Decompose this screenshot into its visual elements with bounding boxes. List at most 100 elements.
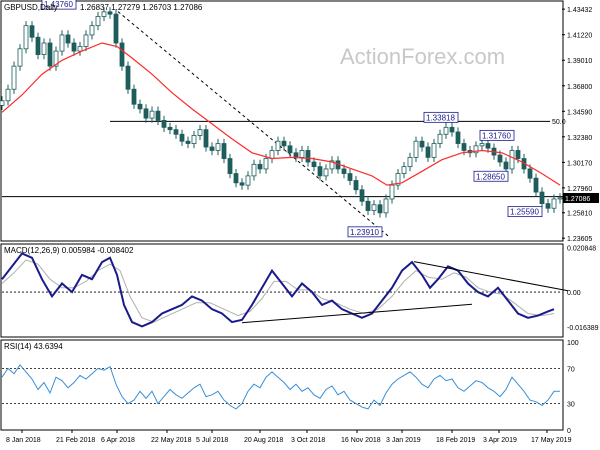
- rsi-panel-title: RSI(14) 43.6394: [4, 342, 63, 351]
- macd-ytick-label: 0.00: [567, 290, 581, 297]
- candle: [29, 25, 35, 38]
- macd-ytick-label: -0.016389: [567, 325, 599, 332]
- candle: [119, 42, 125, 67]
- price-annotation-box: [41, 0, 77, 10]
- current-price-label: 1.27086: [565, 196, 590, 203]
- price-panel-frame: [0, 0, 564, 242]
- watermark: ActionForex.com: [340, 44, 505, 69]
- candle: [293, 152, 299, 158]
- candle: [383, 198, 389, 214]
- candle: [419, 140, 425, 148]
- price-annotation-label: 1.43760: [44, 0, 73, 9]
- candle: [353, 180, 359, 191]
- candle: [341, 168, 347, 174]
- xtick-label: 17 May 2019: [531, 437, 572, 444]
- candle: [545, 203, 551, 209]
- candle: [41, 42, 47, 55]
- candle: [155, 110, 161, 121]
- candle: [101, 11, 107, 17]
- price-ytick-label: 1.27960: [567, 186, 592, 193]
- macd-layer: [1, 252, 569, 328]
- candle: [167, 126, 173, 131]
- candle: [251, 163, 257, 177]
- candle: [137, 103, 143, 110]
- candle: [221, 143, 227, 159]
- candle: [89, 25, 95, 36]
- macd-trendline: [241, 303, 473, 324]
- candle: [203, 129, 209, 148]
- price-ytick-label: 1.39010: [567, 58, 592, 65]
- price-annotation-box: [473, 170, 509, 182]
- candle: [143, 108, 149, 119]
- rsi-panel-frame: [0, 339, 564, 431]
- price-annotation-label: 1.23910: [350, 228, 379, 237]
- price-ytick-label: 1.25810: [567, 211, 592, 218]
- candle: [389, 184, 395, 200]
- candle: [323, 168, 329, 177]
- candle: [149, 110, 155, 119]
- candle: [539, 191, 545, 205]
- price-annotation-box: [479, 129, 515, 141]
- candle: [71, 42, 77, 52]
- candle: [197, 129, 203, 136]
- candle: [395, 173, 401, 186]
- candle: [503, 161, 509, 170]
- candle: [35, 36, 41, 55]
- rsi-ytick-label: 30: [567, 402, 575, 409]
- xtick-label: 3 Apr 2019: [483, 437, 517, 444]
- candle: [329, 160, 335, 170]
- candle: [281, 140, 287, 147]
- macd-panel-frame: [0, 243, 564, 338]
- candle: [47, 42, 53, 67]
- candle: [443, 126, 449, 135]
- candle: [311, 161, 317, 168]
- candle: [161, 120, 167, 128]
- candle: [515, 150, 521, 159]
- price-annotation-box: [347, 226, 383, 238]
- candle: [233, 173, 239, 184]
- candle: [485, 143, 491, 149]
- price-ytick-label: 1.43432: [567, 7, 592, 14]
- candle: [107, 11, 113, 15]
- candle: [131, 88, 137, 105]
- candle: [125, 65, 131, 90]
- price-ytick-label: 1.34590: [567, 109, 592, 116]
- candle: [287, 145, 293, 154]
- xtick-label: 18 Feb 2019: [436, 437, 475, 444]
- price-trendline: [117, 11, 389, 237]
- xtick-label: 21 Feb 2018: [56, 437, 95, 444]
- candle: [5, 88, 11, 102]
- macd-line: [1, 252, 555, 328]
- candle: [53, 50, 59, 67]
- rsi-layer: [1, 364, 562, 410]
- xtick-label: 16 Nov 2018: [341, 437, 381, 444]
- candle: [365, 200, 371, 211]
- candle: [413, 140, 419, 158]
- price-annotation-box: [423, 111, 459, 123]
- candle: [173, 129, 179, 135]
- candle: [401, 166, 407, 174]
- rsi-ytick-label: 70: [567, 366, 575, 373]
- candle: [359, 189, 365, 202]
- candle: [473, 145, 479, 154]
- candle: [269, 150, 275, 159]
- xtick-label: 3 Oct 2018: [291, 437, 325, 444]
- price-ytick-label: 1.41220: [567, 33, 592, 40]
- candle: [509, 150, 515, 170]
- price-ytick-label: 1.23605: [567, 236, 592, 243]
- candle: [317, 166, 323, 177]
- candle: [23, 25, 29, 50]
- candle: [347, 173, 353, 181]
- candle: [455, 131, 461, 144]
- candle: [533, 177, 539, 193]
- candle: [371, 204, 377, 211]
- candle: [77, 46, 83, 52]
- moving-average-line: [1, 42, 561, 186]
- price-ytick-label: 1.36800: [567, 84, 592, 91]
- fib-label: 50.0: [552, 119, 566, 126]
- candle: [95, 16, 101, 27]
- macd-ytick-label: 0.020848: [567, 245, 596, 252]
- candle: [65, 34, 71, 44]
- candle: [557, 197, 563, 200]
